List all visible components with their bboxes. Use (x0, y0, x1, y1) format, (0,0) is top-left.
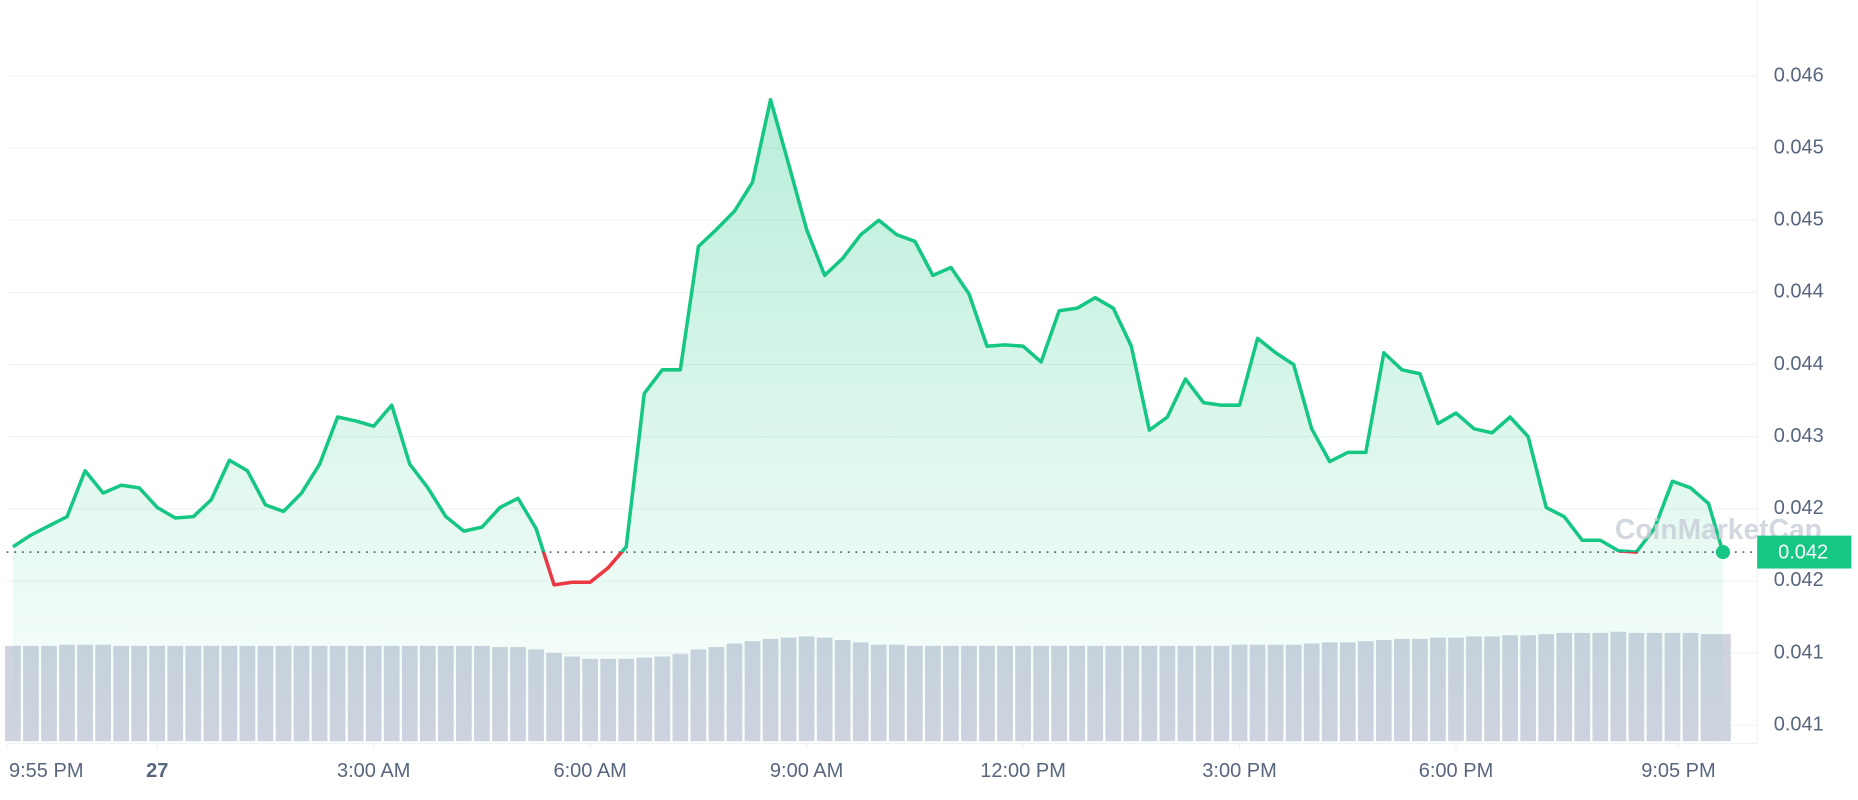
x-tick-label: 27 (146, 760, 168, 782)
x-tick-label: 9:55 PM (9, 760, 83, 782)
y-tick-label: 0.045 (1774, 136, 1824, 158)
x-tick-label: 9:05 PM (1641, 760, 1715, 782)
y-tick-label: 0.042 (1774, 497, 1824, 519)
current-price-label: 0.042 (1778, 542, 1828, 564)
x-tick-label: 3:00 PM (1202, 760, 1276, 782)
current-price-badge (1757, 535, 1852, 569)
last-point (1715, 545, 1731, 560)
x-tick-label: 6:00 AM (553, 760, 626, 782)
x-tick-label: 6:00 PM (1419, 760, 1493, 782)
y-tick-label: 0.044 (1774, 353, 1824, 375)
y-tick-label: 0.042 (1774, 569, 1824, 591)
x-tick-label: 12:00 PM (980, 760, 1066, 782)
y-tick-label: 0.045 (1774, 209, 1824, 231)
y-tick-label: 0.043 (1774, 425, 1824, 447)
price-line (11, 97, 1725, 587)
y-tick-label: 0.046 (1774, 64, 1824, 86)
x-tick-label: 9:00 AM (770, 760, 843, 782)
line-layer (6, 97, 1758, 744)
overlay-layer: 0.046 0.045 0.045 0.044 0.044 0.043 0.042 0.042… (9, 64, 1852, 782)
y-tick-label: 0.041 (1774, 641, 1824, 663)
x-tick-label: 3:00 AM (337, 760, 410, 782)
y-tick-label: 0.044 (1774, 281, 1824, 303)
area-fill (12, 99, 1723, 744)
y-tick-label: 0.041 (1774, 713, 1824, 735)
